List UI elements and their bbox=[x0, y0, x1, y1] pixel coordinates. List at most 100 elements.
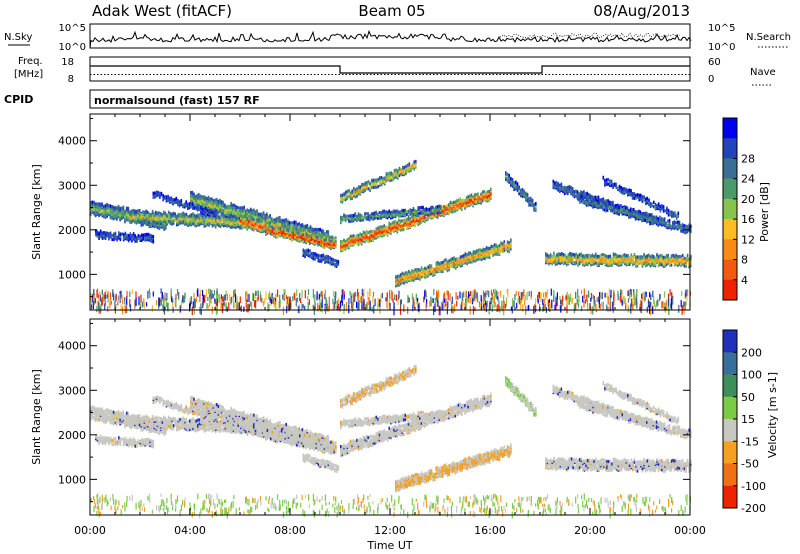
nave-tick-low: 0 bbox=[708, 74, 714, 85]
nsearch-tick-low: 10^0 bbox=[708, 42, 735, 53]
power-cell bbox=[391, 213, 394, 217]
power-cell bbox=[488, 189, 490, 194]
power-cell bbox=[276, 225, 278, 229]
power-cell bbox=[93, 200, 95, 204]
power-cell bbox=[292, 234, 295, 238]
power-cell bbox=[378, 228, 381, 232]
power-cell bbox=[203, 218, 206, 222]
power-cell bbox=[388, 209, 390, 213]
power-cell bbox=[665, 254, 668, 258]
power-cell bbox=[407, 209, 410, 213]
power-cell bbox=[126, 233, 128, 237]
power-cell bbox=[380, 180, 383, 184]
power-cell bbox=[219, 205, 221, 209]
power-cell bbox=[152, 222, 154, 227]
power-cell bbox=[520, 188, 522, 192]
power-cell bbox=[269, 225, 272, 229]
power-cell bbox=[377, 177, 380, 181]
power-cell bbox=[198, 213, 201, 217]
power-cell bbox=[202, 195, 205, 199]
power-cell bbox=[406, 217, 408, 221]
power-cell bbox=[412, 207, 415, 211]
power-cell bbox=[633, 260, 636, 264]
power-cell bbox=[214, 198, 216, 202]
power-cell bbox=[564, 256, 566, 260]
power-cell bbox=[305, 232, 308, 236]
power-cell bbox=[326, 238, 329, 243]
power-cell bbox=[142, 233, 145, 237]
power-cell bbox=[362, 230, 365, 234]
power-cell bbox=[301, 223, 304, 227]
power-cell bbox=[399, 273, 402, 277]
power-cell bbox=[531, 198, 534, 202]
power-cell bbox=[104, 231, 107, 235]
power-cell bbox=[316, 227, 318, 232]
power-cell bbox=[396, 274, 399, 278]
power-cell bbox=[476, 249, 478, 253]
power-cell bbox=[409, 275, 412, 279]
power-cell bbox=[572, 260, 574, 264]
power-cell bbox=[396, 221, 399, 225]
power-cell bbox=[554, 181, 556, 185]
power-cell bbox=[144, 237, 146, 241]
power-cell bbox=[546, 253, 549, 257]
power-cell bbox=[300, 228, 303, 232]
power-cell bbox=[361, 233, 363, 237]
power-cell bbox=[139, 234, 141, 238]
power-cell bbox=[601, 253, 603, 257]
power-cell bbox=[627, 254, 629, 258]
power-cell bbox=[433, 267, 436, 271]
power-cell bbox=[472, 259, 475, 263]
power-cell bbox=[266, 229, 269, 233]
power-cell bbox=[193, 204, 195, 208]
power-cell bbox=[388, 171, 391, 175]
power-cell bbox=[399, 278, 402, 282]
power-cell bbox=[438, 262, 441, 266]
power-cell bbox=[351, 189, 353, 193]
power-cell bbox=[485, 246, 488, 250]
power-cell bbox=[107, 210, 110, 214]
power-cell bbox=[398, 279, 400, 283]
power-cell bbox=[224, 209, 226, 214]
power-cell bbox=[267, 215, 270, 219]
power-cell bbox=[163, 210, 165, 214]
power-cell bbox=[317, 243, 319, 247]
power-cell bbox=[125, 206, 128, 210]
power-cell bbox=[683, 256, 686, 260]
power-cell bbox=[313, 232, 316, 236]
power-cell bbox=[452, 207, 455, 211]
power-cell bbox=[414, 215, 416, 219]
power-cell bbox=[425, 217, 428, 221]
power-cell bbox=[340, 194, 342, 198]
power-cell bbox=[272, 223, 275, 227]
power-cell bbox=[348, 194, 350, 198]
power-cell bbox=[553, 260, 555, 264]
power-cell bbox=[565, 186, 567, 190]
power-cell bbox=[295, 235, 298, 239]
power-cell bbox=[156, 211, 159, 215]
power-cell bbox=[104, 204, 107, 208]
power-cell bbox=[138, 218, 141, 222]
power-cell bbox=[641, 259, 644, 263]
power-cell bbox=[466, 253, 468, 257]
power-cell bbox=[636, 264, 639, 268]
power-cell bbox=[554, 255, 557, 259]
power-cell bbox=[571, 187, 574, 191]
power-cell bbox=[141, 236, 143, 240]
power-cell bbox=[130, 219, 133, 223]
power-cell bbox=[131, 233, 133, 238]
power-cell bbox=[479, 248, 481, 252]
power-cell bbox=[351, 234, 353, 238]
power-cell bbox=[356, 233, 358, 237]
power-cell bbox=[553, 256, 555, 260]
power-cell bbox=[367, 216, 369, 220]
power-cell bbox=[557, 258, 560, 262]
power-cell bbox=[291, 221, 294, 225]
power-cell bbox=[641, 261, 644, 266]
power-cell bbox=[391, 221, 394, 225]
power-cell bbox=[422, 205, 424, 209]
power-cell bbox=[675, 258, 678, 263]
power-cell bbox=[220, 200, 223, 204]
power-cell bbox=[324, 255, 326, 259]
power-cell bbox=[401, 276, 404, 280]
